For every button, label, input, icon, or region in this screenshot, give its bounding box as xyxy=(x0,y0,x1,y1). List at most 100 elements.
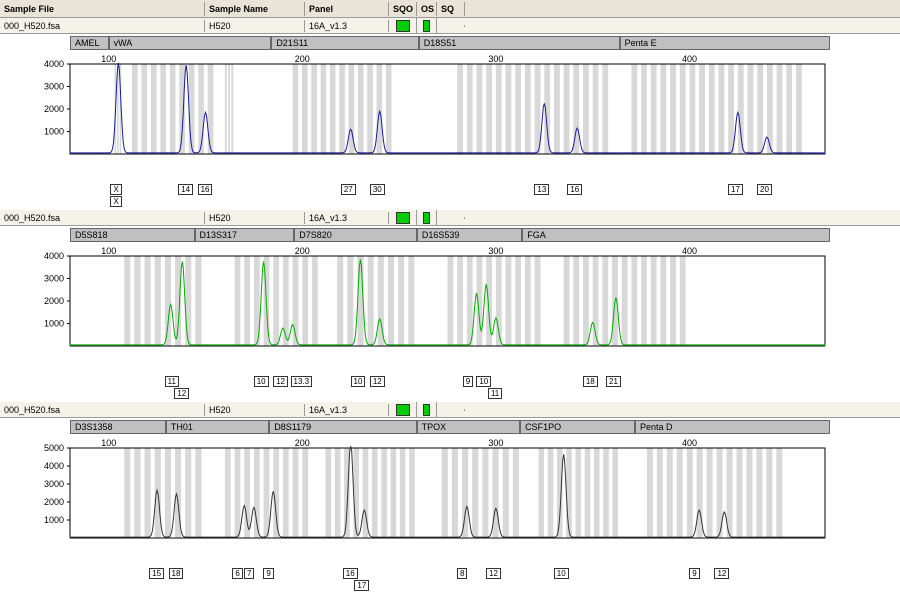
allele-call-box[interactable]: 7 xyxy=(244,568,254,579)
allele-call-box[interactable]: 10 xyxy=(254,376,269,387)
chart-svg: 1002003004001000200030004000 xyxy=(10,246,890,368)
svg-text:3000: 3000 xyxy=(44,479,64,489)
allele-call-box[interactable]: 18 xyxy=(169,568,184,579)
allele-call-box[interactable]: 9 xyxy=(263,568,273,579)
os-indicator xyxy=(417,18,437,34)
chart-svg: 1002003004001000200030004000 xyxy=(10,54,890,176)
svg-text:400: 400 xyxy=(682,54,697,64)
svg-text:4000: 4000 xyxy=(44,461,64,471)
allele-call-box[interactable]: 9 xyxy=(463,376,473,387)
status-green-icon xyxy=(396,20,410,32)
allele-call-box[interactable]: 21 xyxy=(606,376,621,387)
status-green-icon xyxy=(396,212,410,224)
col-sample-name: Sample Name xyxy=(205,2,305,16)
locus-label[interactable]: D13S317 xyxy=(195,228,295,242)
allele-call-box[interactable]: 8 xyxy=(457,568,467,579)
allele-call-box[interactable]: 13 xyxy=(534,184,549,195)
locus-label[interactable]: Penta E xyxy=(620,36,830,50)
electropherogram-chart[interactable]: 1002003004001000200030004000 xyxy=(10,246,890,368)
sqo-indicator xyxy=(389,18,417,34)
allele-call-box[interactable]: 11 xyxy=(488,388,502,399)
allele-call-box[interactable]: 20 xyxy=(757,184,772,195)
col-sq: SQ xyxy=(437,2,465,16)
locus-label[interactable]: D8S1179 xyxy=(269,420,416,434)
locus-header-row: D5S818D13S317D7S820D16S539FGA xyxy=(0,226,900,244)
allele-call-box[interactable]: 10 xyxy=(554,568,569,579)
locus-label[interactable]: FGA xyxy=(522,228,830,242)
allele-call-box[interactable]: 12 xyxy=(370,376,385,387)
sample-name-value: H520 xyxy=(205,212,305,224)
allele-call-box[interactable]: 9 xyxy=(689,568,699,579)
col-os: OS xyxy=(417,2,437,16)
os-indicator xyxy=(417,210,437,226)
allele-call-box[interactable]: 13.3 xyxy=(291,376,313,387)
allele-call-box[interactable]: 12 xyxy=(174,388,189,399)
svg-text:4000: 4000 xyxy=(44,59,64,69)
svg-text:300: 300 xyxy=(488,54,503,64)
allele-call-row: 1518679161781210912 xyxy=(10,568,900,594)
svg-text:300: 300 xyxy=(488,438,503,448)
sample-info-row: 000_H520.fsa H520 16A_v1.3 xyxy=(0,402,900,418)
locus-label[interactable]: AMEL xyxy=(70,36,109,50)
svg-text:200: 200 xyxy=(295,438,310,448)
sqo-indicator xyxy=(389,210,417,226)
svg-text:2000: 2000 xyxy=(44,497,64,507)
allele-call-box[interactable]: 10 xyxy=(476,376,491,387)
sample-info-row: 000_H520.fsa H520 16A_v1.3 xyxy=(0,18,900,34)
sq-indicator xyxy=(437,409,465,411)
locus-label[interactable]: D21S11 xyxy=(271,36,418,50)
allele-call-box[interactable]: X xyxy=(110,196,121,207)
allele-call-box[interactable]: 6 xyxy=(232,568,242,579)
allele-call-box[interactable]: 17 xyxy=(728,184,743,195)
svg-text:200: 200 xyxy=(295,246,310,256)
allele-call-box[interactable]: 11 xyxy=(165,376,179,387)
allele-call-box[interactable]: 12 xyxy=(714,568,729,579)
locus-header-row: AMELvWAD21S11D18S51Penta E xyxy=(0,34,900,52)
svg-text:400: 400 xyxy=(682,246,697,256)
locus-label[interactable]: CSF1PO xyxy=(520,420,635,434)
sample-file-value: 000_H520.fsa xyxy=(0,20,205,32)
sample-file-value: 000_H520.fsa xyxy=(0,212,205,224)
svg-text:1000: 1000 xyxy=(44,127,64,137)
allele-call-box[interactable]: 10 xyxy=(351,376,366,387)
locus-label[interactable]: TH01 xyxy=(166,420,269,434)
allele-call-box[interactable]: 14 xyxy=(178,184,193,195)
locus-label[interactable]: D18S51 xyxy=(419,36,620,50)
status-green-icon xyxy=(423,20,430,32)
sample-name-value: H520 xyxy=(205,20,305,32)
allele-call-box[interactable]: 16 xyxy=(198,184,213,195)
locus-label[interactable]: D7S820 xyxy=(294,228,417,242)
sqo-indicator xyxy=(389,402,417,418)
allele-call-box[interactable]: 16 xyxy=(343,568,358,579)
electropherogram-chart[interactable]: 1002003004001000200030004000 xyxy=(10,54,890,176)
locus-label[interactable]: Penta D xyxy=(635,420,830,434)
locus-label[interactable]: D3S1358 xyxy=(70,420,166,434)
svg-text:4000: 4000 xyxy=(44,251,64,261)
panel-value: 16A_v1.3 xyxy=(305,20,389,32)
svg-text:100: 100 xyxy=(101,438,116,448)
sample-info-row: 000_H520.fsa H520 16A_v1.3 xyxy=(0,210,900,226)
locus-label[interactable]: vWA xyxy=(109,36,272,50)
allele-call-box[interactable]: 18 xyxy=(583,376,598,387)
column-header-row: Sample File Sample Name Panel SQO OS SQ xyxy=(0,0,900,18)
sq-indicator xyxy=(437,217,465,219)
locus-label[interactable]: TPOX xyxy=(417,420,520,434)
locus-label[interactable]: D5S818 xyxy=(70,228,195,242)
allele-call-box[interactable]: 27 xyxy=(341,184,356,195)
locus-label[interactable]: D16S539 xyxy=(417,228,522,242)
svg-text:3000: 3000 xyxy=(44,82,64,92)
allele-call-box[interactable]: 12 xyxy=(486,568,501,579)
status-green-icon xyxy=(423,212,430,224)
svg-text:5000: 5000 xyxy=(44,443,64,453)
allele-call-box[interactable]: 12 xyxy=(273,376,288,387)
allele-call-box[interactable]: X xyxy=(110,184,121,195)
svg-text:200: 200 xyxy=(295,54,310,64)
allele-call-box[interactable]: 17 xyxy=(354,580,369,591)
allele-call-row: 1112101213.31012910111821 xyxy=(10,376,900,402)
electropherogram-chart[interactable]: 10020030040010002000300040005000 xyxy=(10,438,890,560)
os-indicator xyxy=(417,402,437,418)
allele-call-box[interactable]: 30 xyxy=(370,184,385,195)
allele-call-box[interactable]: 16 xyxy=(567,184,582,195)
chart-svg: 10020030040010002000300040005000 xyxy=(10,438,890,560)
allele-call-box[interactable]: 15 xyxy=(149,568,164,579)
